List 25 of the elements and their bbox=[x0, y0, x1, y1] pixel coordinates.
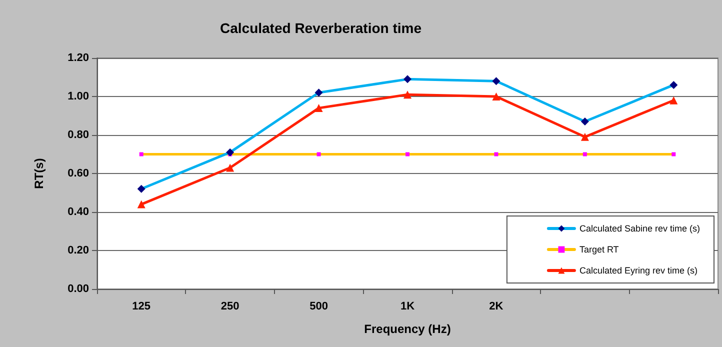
point bbox=[137, 200, 146, 208]
y-axis-title: RT(s) bbox=[32, 158, 46, 189]
x-tick-label: 250 bbox=[220, 300, 240, 312]
y-tick-label: 1.00 bbox=[68, 90, 89, 102]
y-tick-label: 0.80 bbox=[68, 129, 89, 141]
point bbox=[226, 164, 234, 172]
point bbox=[404, 90, 412, 99]
x-axis-title: Frequency (Hz) bbox=[364, 322, 451, 336]
legend-label: Target RT bbox=[579, 244, 620, 254]
y-tick-label: 0.00 bbox=[68, 283, 89, 295]
point bbox=[670, 96, 678, 104]
y-tick-label: 0.20 bbox=[68, 244, 89, 256]
y-tick-label: 0.40 bbox=[68, 206, 89, 218]
x-tick-label: 1K bbox=[400, 300, 415, 312]
point bbox=[314, 104, 323, 112]
chart-title: Calculated Reverberation time bbox=[220, 20, 422, 36]
legend-label: Calculated Eyring rev time (s) bbox=[579, 266, 698, 276]
y-tick-label: 1.20 bbox=[68, 52, 89, 64]
point bbox=[492, 92, 500, 100]
y-tick-label: 0.60 bbox=[68, 168, 89, 180]
x-tick-label: 2K bbox=[489, 300, 504, 312]
x-tick-label: 125 bbox=[132, 300, 151, 312]
x-tick-label: 500 bbox=[310, 300, 328, 312]
point bbox=[580, 132, 589, 141]
legend-label: Calculated Sabine rev time (s) bbox=[579, 224, 700, 234]
